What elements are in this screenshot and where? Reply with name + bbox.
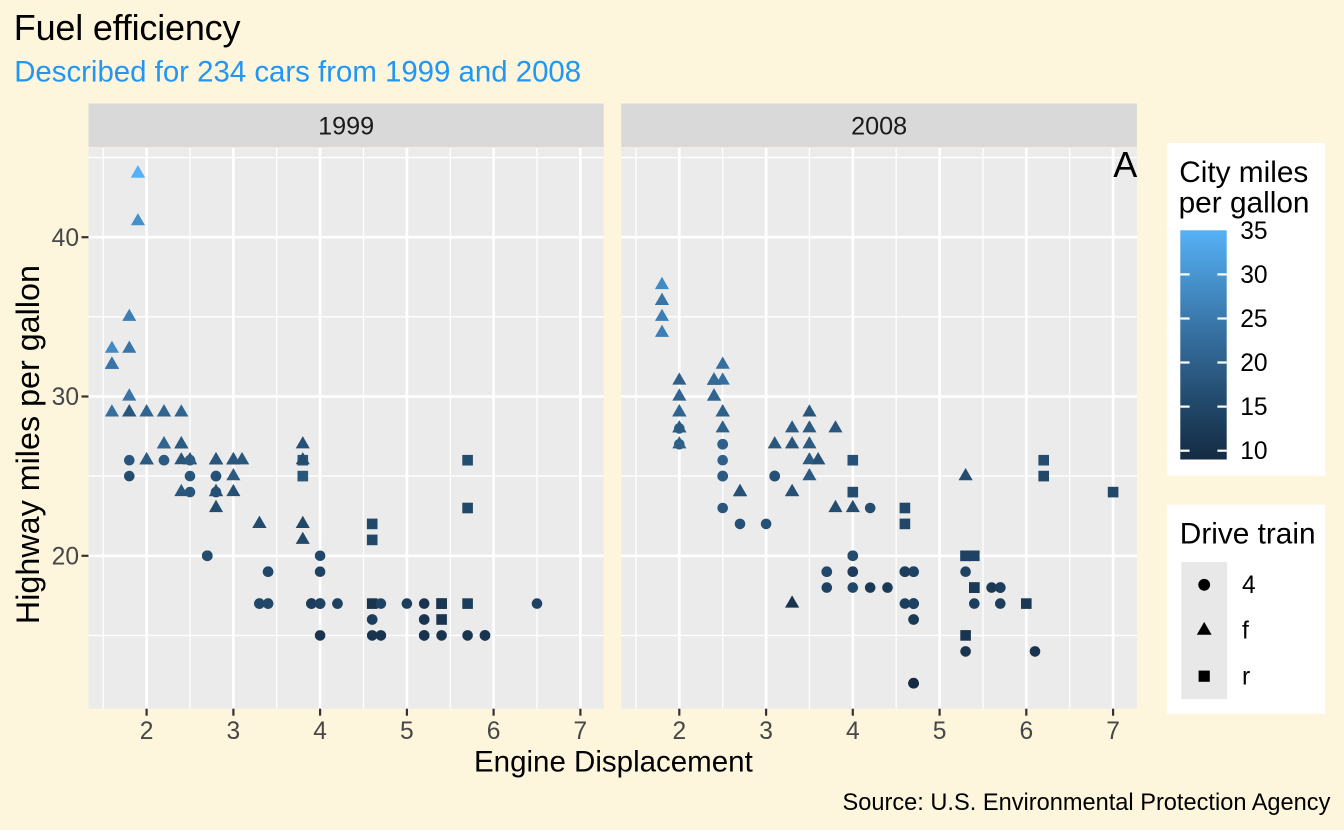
svg-text:30: 30 [52, 384, 79, 411]
svg-text:5: 5 [933, 718, 947, 745]
svg-text:40: 40 [52, 225, 79, 252]
svg-text:3: 3 [759, 718, 773, 745]
svg-text:7: 7 [1106, 718, 1120, 745]
svg-text:30: 30 [1240, 262, 1267, 289]
svg-text:4: 4 [313, 718, 327, 745]
svg-text:4: 4 [846, 718, 860, 745]
svg-text:City miles: City miles [1179, 156, 1308, 189]
svg-text:Highway miles per gallon: Highway miles per gallon [10, 265, 46, 624]
svg-text:4: 4 [1242, 572, 1256, 599]
svg-text:Fuel efficiency: Fuel efficiency [14, 7, 241, 48]
svg-text:per gallon: per gallon [1179, 186, 1310, 219]
svg-text:Source: U.S. Environmental Pro: Source: U.S. Environmental Protection Ag… [843, 790, 1331, 816]
svg-text:Drive train: Drive train [1180, 518, 1316, 551]
svg-text:25: 25 [1240, 306, 1267, 333]
svg-text:r: r [1242, 663, 1250, 690]
svg-text:f: f [1242, 618, 1249, 645]
svg-text:6: 6 [487, 718, 501, 745]
svg-text:10: 10 [1240, 438, 1267, 465]
svg-text:A: A [1113, 144, 1137, 185]
svg-text:2: 2 [140, 718, 154, 745]
svg-text:2008: 2008 [851, 112, 907, 140]
svg-text:20: 20 [52, 543, 79, 570]
svg-text:3: 3 [227, 718, 241, 745]
svg-text:5: 5 [400, 718, 414, 745]
svg-text:1999: 1999 [318, 112, 374, 140]
svg-text:20: 20 [1240, 350, 1267, 377]
svg-text:Engine Displacement: Engine Displacement [474, 746, 753, 779]
svg-text:35: 35 [1240, 218, 1267, 245]
svg-text:Described for 234 cars from 19: Described for 234 cars from 1999 and 200… [14, 56, 581, 89]
svg-text:15: 15 [1240, 394, 1267, 421]
svg-text:2: 2 [672, 718, 686, 745]
svg-text:6: 6 [1019, 718, 1033, 745]
svg-text:7: 7 [574, 718, 588, 745]
